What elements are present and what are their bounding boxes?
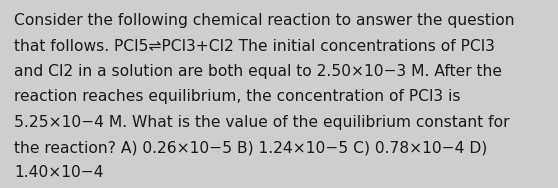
Text: Consider the following chemical reaction to answer the question: Consider the following chemical reaction…	[14, 13, 514, 28]
Text: reaction reaches equilibrium, the concentration of PCl3 is: reaction reaches equilibrium, the concen…	[14, 89, 460, 104]
Text: that follows. PCl5⇌PCl3+Cl2 The initial concentrations of PCl3: that follows. PCl5⇌PCl3+Cl2 The initial …	[14, 39, 495, 54]
Text: 5.25×10−4 M. What is the value of the equilibrium constant for: 5.25×10−4 M. What is the value of the eq…	[14, 115, 509, 130]
Text: and Cl2 in a solution are both equal to 2.50×10−3 M. After the: and Cl2 in a solution are both equal to …	[14, 64, 502, 79]
Text: 1.40×10−4: 1.40×10−4	[14, 165, 104, 180]
Text: the reaction? A) 0.26×10−5 B) 1.24×10−5 C) 0.78×10−4 D): the reaction? A) 0.26×10−5 B) 1.24×10−5 …	[14, 140, 487, 155]
